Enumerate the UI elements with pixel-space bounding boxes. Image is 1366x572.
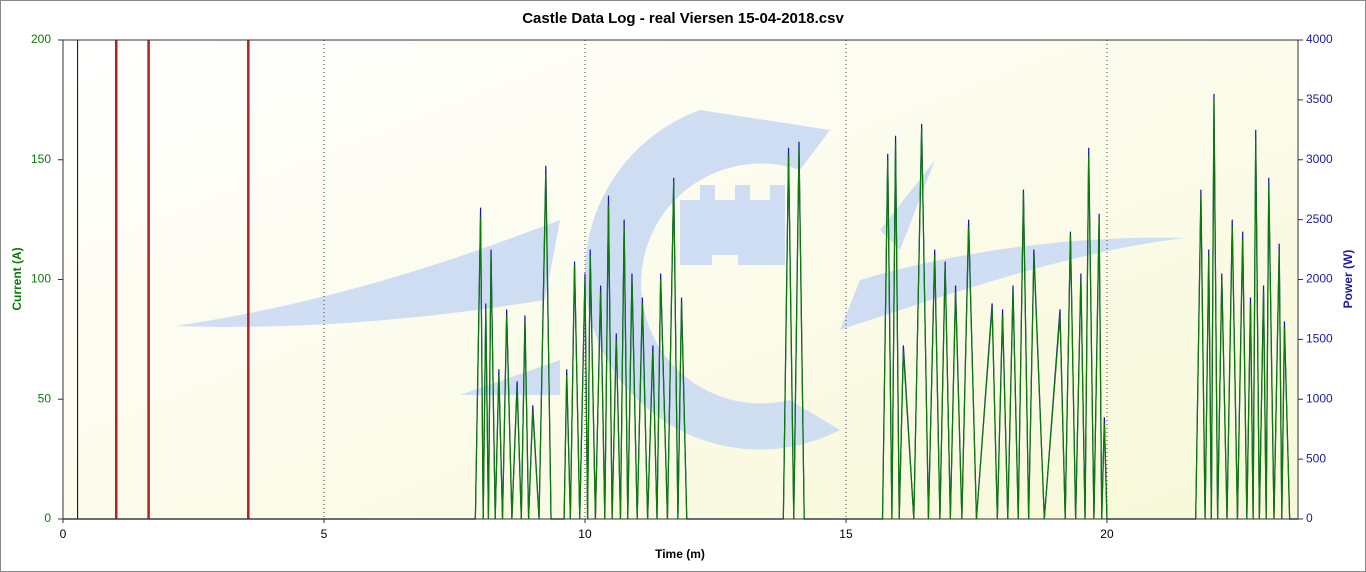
- watermark-logo: [175, 110, 1185, 450]
- x-tick-label: 20: [1100, 527, 1114, 541]
- y-axis-label: Current (A): [10, 247, 24, 310]
- y2-tick-label: 3500: [1306, 92, 1333, 106]
- y2-tick-label: 500: [1306, 451, 1326, 465]
- y2-tick-label: 0: [1306, 511, 1313, 525]
- x-tick-label: 0: [60, 527, 67, 541]
- y-tick-label: 150: [31, 152, 51, 166]
- chart-title: Castle Data Log - real Viersen 15-04-201…: [522, 10, 844, 27]
- x-tick-label: 10: [578, 527, 592, 541]
- y2-tick-label: 1000: [1306, 391, 1333, 405]
- watermark-window: [712, 255, 738, 295]
- y2-tick-label: 1500: [1306, 332, 1333, 346]
- x-tick-label: 15: [839, 527, 853, 541]
- y-tick-label: 50: [38, 391, 52, 405]
- y2-tick-label: 2500: [1306, 212, 1333, 226]
- y2-tick-label: 4000: [1306, 32, 1333, 46]
- y-tick-label: 0: [44, 511, 51, 525]
- x-axis-label: Time (m): [655, 547, 705, 561]
- y2-tick-label: 2000: [1306, 272, 1333, 286]
- y2-axis-label: Power (W): [1341, 250, 1355, 309]
- y2-tick-label: 3000: [1306, 152, 1333, 166]
- x-tick-label: 5: [321, 527, 328, 541]
- y-tick-label: 200: [31, 32, 51, 46]
- y-tick-label: 100: [31, 272, 51, 286]
